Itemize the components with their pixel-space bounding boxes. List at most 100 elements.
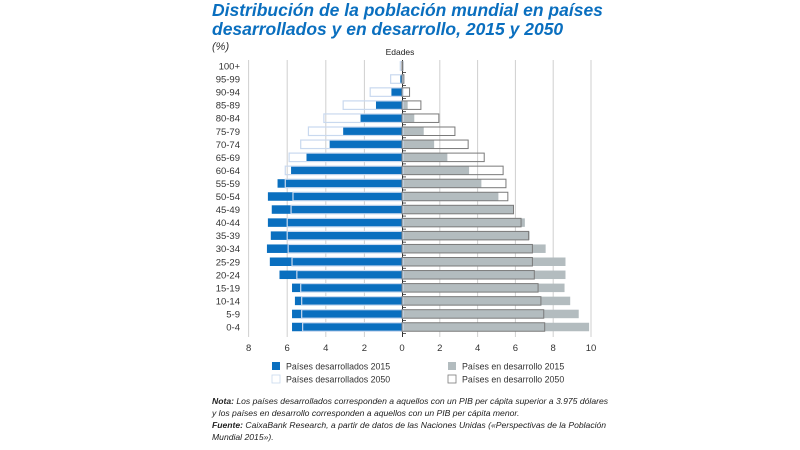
age-label: 10-14 — [216, 296, 240, 307]
category-axis-label: Edades — [386, 47, 415, 57]
developed-2050-bar — [288, 152, 404, 163]
chart-notes: Nota: Los países desarrollados correspon… — [212, 395, 612, 443]
legend-label: Países en desarrollo 2015 — [462, 362, 564, 372]
developed-2050-bar — [323, 113, 404, 124]
x-tick-label-left: 8 — [246, 343, 251, 354]
developing-2050-bar — [401, 152, 485, 163]
developing-2050-bar — [401, 61, 404, 71]
developed-2050-bar — [284, 178, 404, 189]
developed-2015-bar — [267, 192, 403, 201]
developed-2050-bar — [369, 87, 404, 97]
age-label: 95-99 — [216, 75, 240, 86]
developed-2015-bar — [292, 309, 403, 319]
age-label: 35-39 — [216, 231, 240, 242]
developing-2015-bar — [402, 322, 590, 332]
developed-2015-bar — [277, 179, 403, 188]
developed-2015-bar — [269, 257, 403, 266]
developed-2050-bar — [301, 296, 404, 306]
developing-2050-bar — [401, 283, 539, 293]
developing-2015-bar — [402, 179, 482, 188]
developing-2015-bar — [402, 218, 525, 227]
developed-2050-bar — [300, 139, 404, 150]
x-tick-label-right: 8 — [551, 343, 556, 354]
developing-2015-bar — [402, 153, 448, 162]
developed-2050-bar — [300, 283, 404, 293]
developing-2015-bar — [402, 100, 408, 110]
x-tick-label-right: 2 — [437, 343, 442, 354]
note: Nota: Los países desarrollados correspon… — [212, 395, 612, 419]
source: Fuente: CaixaBank Research, a partir de … — [212, 419, 612, 443]
legend-swatch — [448, 362, 456, 370]
developed-2015-bar — [292, 283, 403, 293]
x-tick-label-right: 6 — [513, 343, 518, 354]
developed-2050-bar — [284, 165, 404, 176]
developing-2050-bar — [401, 100, 422, 110]
developed-2015-bar — [391, 87, 403, 97]
developed-2015-bar — [329, 140, 403, 149]
developing-2015-bar — [402, 244, 546, 253]
legend-label: Países desarrollados 2050 — [286, 375, 390, 385]
developing-2015-bar — [402, 166, 470, 175]
developed-2050-bar — [290, 204, 404, 215]
age-label: 90-94 — [216, 88, 240, 99]
age-label: 70-74 — [216, 140, 240, 151]
age-label: 55-59 — [216, 179, 240, 190]
x-tick-label-right: 0 — [399, 343, 404, 354]
age-label: 20-24 — [216, 270, 240, 281]
developing-2015-bar — [402, 283, 565, 293]
legend-label: Países desarrollados 2015 — [286, 362, 390, 372]
developing-2050-bar — [401, 296, 542, 306]
source-label: Fuente: — [212, 420, 244, 430]
developing-2015-bar — [402, 192, 499, 201]
developed-2050-bar — [286, 230, 404, 241]
developing-2015-bar — [402, 127, 424, 136]
age-label: 5-9 — [226, 309, 240, 320]
unit-label: (%) — [212, 41, 230, 53]
developing-2015-bar — [402, 270, 566, 280]
developed-2015-bar — [267, 218, 403, 227]
developing-2050-bar — [401, 126, 456, 136]
source-text: CaixaBank Research, a partir de datos de… — [212, 420, 607, 442]
age-label: 50-54 — [216, 192, 240, 203]
developed-2015-bar — [360, 113, 403, 123]
developed-2015-bar — [291, 166, 403, 175]
developing-2050-bar — [401, 217, 522, 228]
developing-2050-bar — [401, 74, 405, 84]
developed-2050-bar — [302, 322, 404, 332]
developing-2050-bar — [401, 178, 507, 189]
developed-2015-bar — [343, 127, 403, 136]
x-tick-label-left: 6 — [285, 343, 290, 354]
age-label: 15-19 — [216, 283, 240, 294]
age-label: 75-79 — [216, 127, 240, 138]
developing-2050-bar — [401, 322, 546, 332]
age-label: 100+ — [219, 62, 241, 73]
developed-2015-bar — [270, 231, 403, 240]
developed-2050-bar — [296, 269, 404, 280]
developing-2015-bar — [402, 231, 530, 240]
developed-2015-bar — [294, 296, 403, 306]
developed-2050-bar — [342, 100, 404, 111]
developed-2050-bar — [301, 309, 404, 319]
developing-2050-bar — [401, 230, 530, 241]
developing-2050-bar — [401, 270, 535, 280]
legend-swatch — [447, 374, 457, 384]
legend-swatch — [271, 374, 281, 384]
legend-label: Países en desarrollo 2050 — [462, 375, 564, 385]
developing-2015-bar — [402, 140, 435, 149]
developing-2050-bar — [401, 309, 545, 319]
age-label: 40-44 — [216, 218, 240, 229]
chart-title: Distribución de la población mundial en … — [212, 0, 603, 39]
age-label: 45-49 — [216, 205, 240, 216]
developed-2050-bar — [287, 243, 404, 254]
developing-2050-bar — [401, 257, 533, 267]
age-label: 85-89 — [216, 101, 240, 112]
x-tick-label-left: 2 — [362, 343, 367, 354]
developing-2050-bar — [401, 139, 469, 150]
age-label: 30-34 — [216, 244, 240, 255]
developing-2050-bar — [401, 243, 533, 254]
developing-2050-bar — [401, 191, 509, 202]
developed-2015-bar — [266, 244, 403, 253]
developed-2015-bar — [292, 322, 403, 332]
developing-2050-bar — [401, 113, 440, 123]
age-label: 80-84 — [216, 114, 240, 125]
